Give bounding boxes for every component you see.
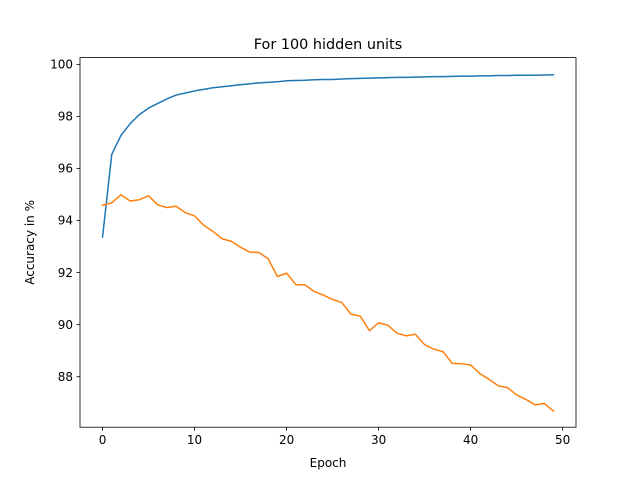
y-tick-label: 88 — [58, 370, 73, 384]
x-tick-label: 20 — [279, 433, 294, 447]
y-tick-label: 90 — [58, 318, 73, 332]
series-line-1 — [101, 74, 555, 238]
series-layer — [101, 74, 555, 413]
y-axis-ticks: 88 90 92 94 96 98 100 — [50, 58, 80, 384]
x-tick-label: 30 — [371, 433, 386, 447]
plot-frame — [79, 57, 577, 428]
y-tick-label: 98 — [58, 110, 73, 124]
x-tick-label: 10 — [187, 433, 202, 447]
y-tick-label: 96 — [58, 162, 73, 176]
series-line-2 — [101, 194, 555, 413]
y-tick-label: 100 — [50, 58, 73, 72]
x-tick-label: 50 — [555, 433, 570, 447]
x-axis-ticks: 0 10 20 30 40 50 — [99, 427, 570, 447]
x-tick-label: 0 — [99, 433, 107, 447]
x-tick-label: 40 — [463, 433, 478, 447]
x-axis-label: Epoch — [310, 456, 347, 470]
y-axis-label: Accuracy in % — [23, 200, 37, 285]
chart-title: For 100 hidden units — [254, 37, 402, 53]
y-tick-label: 92 — [58, 266, 73, 280]
y-tick-label: 94 — [58, 214, 73, 228]
